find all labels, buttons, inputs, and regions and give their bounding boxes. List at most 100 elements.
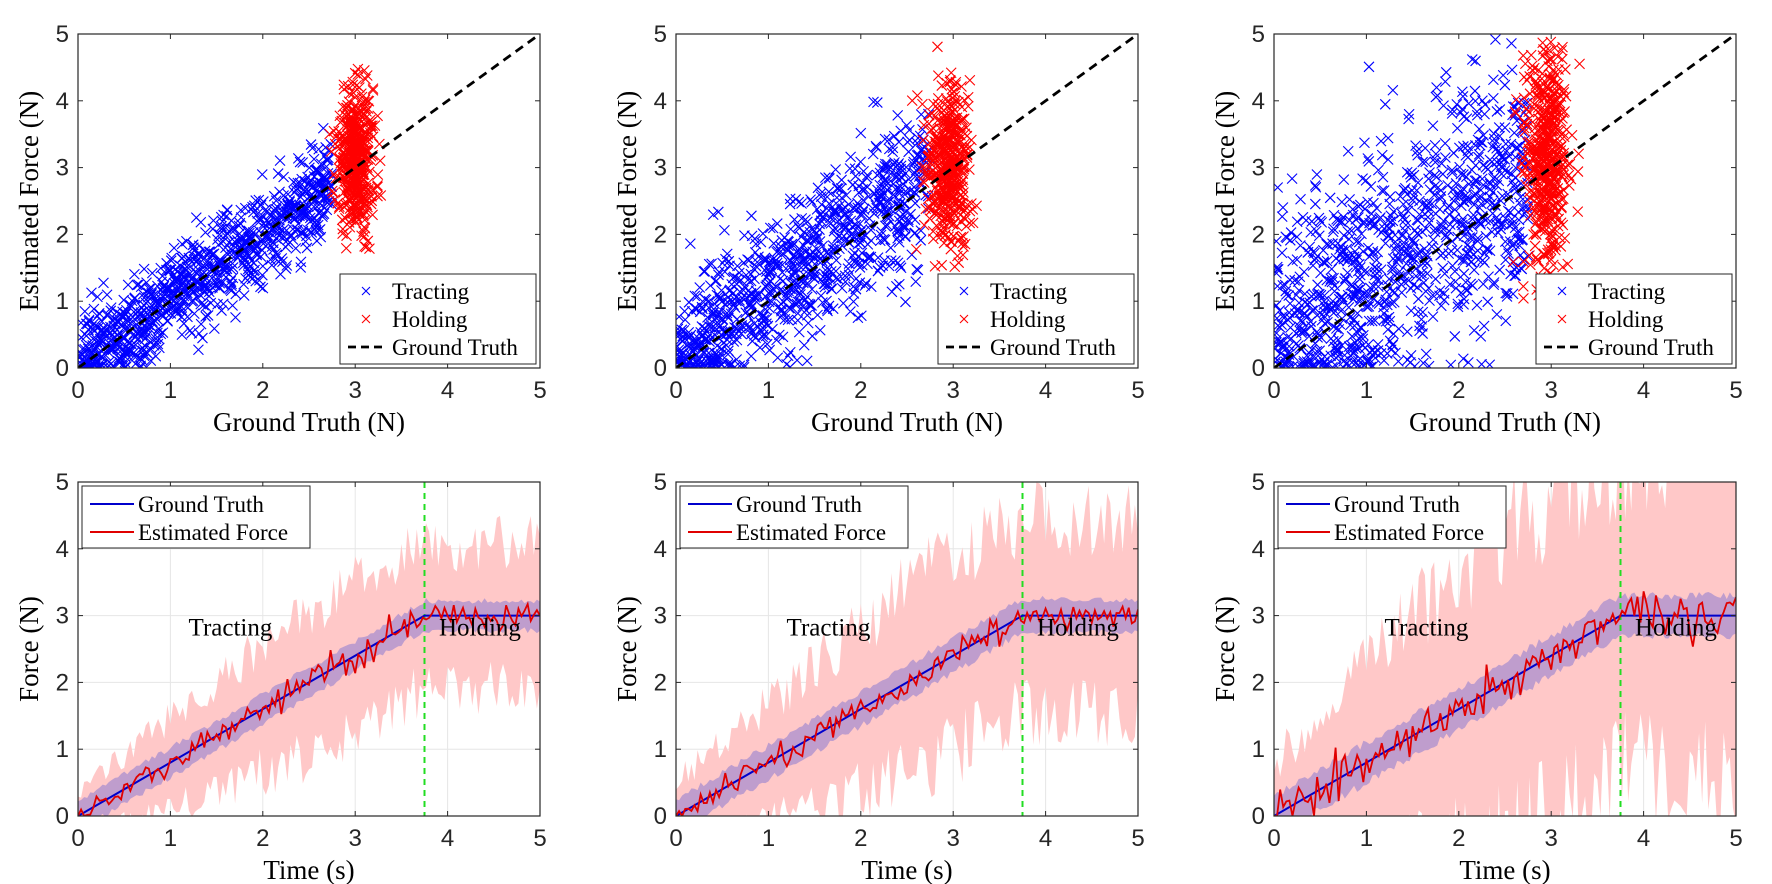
y-axis-label: Force (N) [1210, 596, 1240, 702]
tracting-point [856, 209, 868, 221]
y-tick-label: 4 [654, 536, 667, 563]
holding-point [927, 151, 939, 163]
tracting-point [174, 260, 186, 272]
holding-point [1573, 148, 1585, 160]
tracting-point [295, 191, 307, 203]
tracting-point [1299, 307, 1310, 319]
holding-point [354, 139, 366, 151]
tracting-point [1307, 246, 1319, 258]
x-tick-label: 0 [669, 825, 682, 852]
tracting-point [198, 299, 209, 311]
tracting-point [1506, 38, 1517, 49]
tracting-point [1396, 230, 1408, 242]
time-3: Tracting Holding 0 1 2 3 4 5 0 1 2 3 4 5 Time (s) Force… [1210, 469, 1743, 884]
holding-point [367, 209, 378, 221]
tracting-point [892, 226, 904, 238]
tracting-point [212, 298, 223, 310]
tracting-point [682, 356, 694, 368]
tracting-point [1276, 247, 1288, 259]
axes-frame [1273, 33, 1737, 369]
tracting-point [723, 312, 734, 324]
holding-point [1532, 90, 1544, 101]
holding-point [1548, 112, 1559, 124]
tracting-point [827, 303, 839, 315]
x-tick-label: 3 [947, 825, 960, 852]
x-tick-label: 1 [1360, 377, 1373, 404]
tracting-point [917, 123, 928, 135]
x-tick-label: 2 [1452, 377, 1465, 404]
tracting-point [1488, 128, 1500, 140]
tracting-point [278, 199, 290, 211]
tracting-point [797, 254, 809, 266]
tracting-point [777, 275, 789, 287]
y-tick-label: 5 [1252, 469, 1265, 496]
legend-box [1277, 485, 1507, 549]
holding-point [1540, 204, 1552, 216]
holding-point [949, 98, 960, 110]
tracting-point [879, 158, 891, 170]
tracting-point [806, 196, 818, 208]
tracting-point [207, 223, 219, 235]
ground-truth-line [676, 614, 1138, 816]
tracting-point [1372, 338, 1384, 350]
tracting-point [187, 239, 199, 251]
tracting-point [303, 200, 314, 212]
plot-area: Tracting Holding [676, 482, 1138, 816]
tracting-point [707, 360, 719, 368]
tracting-point [712, 350, 724, 361]
holding-point [1532, 102, 1544, 114]
holding-point [1555, 202, 1567, 214]
tracting-point [742, 254, 753, 265]
tracting-point [1472, 235, 1484, 247]
tracting-point [1455, 287, 1467, 299]
tracting-point [792, 314, 804, 326]
tracting-point [1376, 185, 1388, 197]
tracting-point [676, 323, 684, 335]
holding-point [1539, 225, 1551, 237]
tracting-point [911, 137, 923, 149]
tracting-point [829, 205, 841, 217]
tracting-point [782, 350, 794, 362]
tracting-point [1405, 349, 1417, 361]
holding-point [358, 148, 370, 160]
tracting-point [1417, 306, 1429, 318]
tracting-point [706, 322, 718, 333]
tracting-point [713, 353, 725, 364]
holding-point [372, 190, 383, 202]
tracting-point [1362, 153, 1374, 164]
tracting-point [874, 262, 886, 273]
tracting-point [1468, 264, 1480, 276]
tracting-point [895, 125, 907, 137]
tracting-point [178, 318, 190, 329]
x-tick-label: 5 [1729, 825, 1742, 852]
holding-point [334, 152, 346, 164]
tracting-point [699, 265, 711, 277]
tracting-point [690, 350, 702, 362]
tracting-point [168, 300, 180, 312]
holding-point [954, 201, 966, 213]
tracting-point [1276, 319, 1288, 330]
x-tick-label: 2 [854, 825, 867, 852]
tracting-point [312, 165, 324, 177]
tracting-point [1482, 296, 1494, 308]
holding-point [354, 121, 366, 133]
tracting-point [1398, 276, 1410, 288]
tracting-point [1447, 184, 1459, 196]
tracting-point [1372, 164, 1384, 176]
tracting-point [291, 179, 302, 191]
tracting-point [1470, 55, 1481, 67]
tracting-point [202, 255, 214, 267]
tracting-point [1465, 241, 1476, 253]
holding-point [344, 169, 356, 181]
y-tick-label: 1 [654, 736, 667, 763]
tracting-point [804, 300, 816, 311]
tracting-point [750, 260, 762, 272]
tracting-point [745, 275, 757, 287]
holding-point [1548, 74, 1559, 86]
holding-point [333, 201, 345, 213]
holding-point [1536, 147, 1548, 159]
tracting-point [1347, 209, 1359, 221]
legend-label: Estimated Force [736, 520, 886, 545]
legend-label: Ground Truth [392, 335, 518, 360]
tracting-point [256, 169, 268, 180]
